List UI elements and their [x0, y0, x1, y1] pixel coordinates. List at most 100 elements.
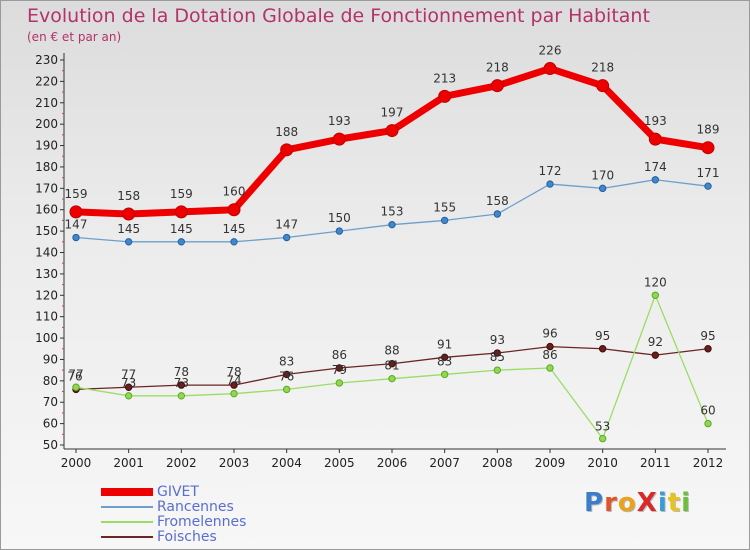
- data-point-foisches: [124, 383, 133, 391]
- y-tick-label: 90: [43, 352, 58, 366]
- x-tick-label: 2007: [429, 456, 460, 470]
- data-point-givet: [596, 79, 610, 93]
- data-point-foisches: [598, 345, 607, 353]
- y-tick-label: 160: [35, 203, 58, 217]
- data-point-givet: [69, 205, 83, 219]
- series-layer: [69, 62, 715, 443]
- data-label-rancennes: 155: [433, 200, 456, 214]
- data-point-givet: [648, 132, 662, 146]
- x-tick-label: 2004: [271, 456, 302, 470]
- data-point-rancennes: [230, 238, 238, 246]
- data-point-foisches: [651, 351, 660, 359]
- data-point-givet: [174, 205, 188, 219]
- data-point-foisches: [282, 370, 291, 379]
- x-tick-label: 2010: [587, 456, 618, 470]
- data-label-foisches: 76: [67, 369, 82, 383]
- data-point-foisches: [440, 353, 449, 362]
- data-label-rancennes: 150: [328, 211, 351, 225]
- data-point-givet: [490, 79, 504, 93]
- data-point-givet: [385, 124, 399, 138]
- y-tick-label: 50: [43, 438, 58, 452]
- x-tick-label: 2005: [324, 456, 355, 470]
- axes: 50 60 70 80 90 100 110 120 130 140 150 160 170 180 190…: [35, 53, 726, 470]
- logo-letter: o: [617, 488, 637, 518]
- data-point-fromelennes: [124, 392, 133, 400]
- data-label-givet: 226: [539, 44, 562, 58]
- data-label-givet: 188: [275, 125, 298, 139]
- logo-letter: t: [667, 488, 682, 518]
- legend-swatch: [101, 536, 153, 538]
- data-point-fromelennes: [72, 383, 80, 391]
- data-point-foisches: [388, 360, 396, 368]
- data-label-rancennes: 145: [170, 222, 193, 236]
- data-point-givet: [332, 132, 346, 146]
- data-point-fromelennes: [230, 389, 238, 398]
- data-point-foisches: [177, 381, 186, 389]
- data-point-rancennes: [546, 180, 554, 188]
- data-point-fromelennes: [388, 374, 396, 383]
- data-label-fromelennes: 74: [226, 374, 241, 388]
- data-point-foisches: [493, 349, 502, 357]
- y-tick-label: 230: [35, 53, 58, 67]
- data-label-fromelennes: 120: [644, 275, 667, 289]
- data-label-fromelennes: 73: [174, 376, 189, 390]
- legend-swatch: [101, 488, 153, 496]
- chart-subtitle: (en € et par an): [27, 30, 122, 44]
- y-tick-label: 100: [35, 331, 58, 345]
- data-point-rancennes: [335, 227, 344, 235]
- data-point-rancennes: [388, 220, 396, 229]
- data-label-fromelennes: 77: [68, 367, 83, 381]
- y-tick-label: 70: [43, 395, 58, 409]
- proxiti-logo: ProXiti: [584, 488, 691, 518]
- data-point-fromelennes: [493, 366, 502, 374]
- data-label-givet: 160: [223, 185, 246, 199]
- x-tick-label: 2002: [166, 456, 197, 470]
- data-label-givet: 159: [170, 187, 193, 201]
- chart-title: Evolution de la Dotation Globale de Fonc…: [27, 5, 650, 27]
- data-point-fromelennes: [704, 419, 712, 428]
- y-tick-label: 210: [35, 96, 58, 110]
- logo-letter: i: [657, 488, 668, 518]
- data-point-givet: [701, 141, 715, 155]
- data-point-givet: [438, 89, 452, 103]
- data-label-rancennes: 145: [223, 222, 246, 236]
- data-label-fromelennes: 85: [490, 350, 505, 364]
- data-point-fromelennes: [335, 379, 344, 387]
- data-point-rancennes: [493, 210, 502, 218]
- data-point-givet: [543, 62, 557, 76]
- y-tick-label: 150: [35, 224, 58, 238]
- data-point-fromelennes: [282, 385, 291, 394]
- data-label-rancennes: 158: [486, 194, 509, 208]
- y-tick-label: 60: [43, 417, 58, 431]
- data-point-givet: [280, 143, 294, 157]
- legend-label: Fromelennes: [157, 514, 247, 530]
- data-label-rancennes: 170: [591, 168, 614, 182]
- data-label-fromelennes: 86: [542, 348, 557, 362]
- data-label-foisches: 95: [595, 329, 610, 343]
- y-tick-label: 80: [43, 374, 58, 388]
- data-point-fromelennes: [651, 291, 660, 299]
- data-point-fromelennes: [598, 434, 607, 443]
- data-label-fromelennes: 79: [332, 363, 347, 377]
- data-label-givet: 197: [381, 106, 404, 120]
- data-label-givet: 189: [697, 123, 720, 137]
- data-label-foisches: 78: [174, 365, 189, 379]
- data-label-givet: 158: [117, 189, 140, 203]
- x-tick-label: 2011: [640, 456, 671, 470]
- data-label-fromelennes: 76: [279, 369, 294, 383]
- data-label-givet: 213: [433, 71, 456, 85]
- data-point-rancennes: [440, 216, 449, 225]
- data-point-rancennes: [177, 238, 186, 246]
- legend-label: Rancennes: [157, 499, 234, 515]
- data-label-fromelennes: 81: [384, 359, 399, 373]
- data-label-rancennes: 171: [697, 166, 720, 180]
- legend-swatch: [101, 521, 153, 523]
- data-label-rancennes: 172: [539, 164, 562, 178]
- data-point-fromelennes: [440, 370, 449, 379]
- y-tick-label: 190: [35, 139, 58, 153]
- data-label-foisches: 92: [648, 335, 663, 349]
- data-point-rancennes: [72, 233, 80, 242]
- data-label-fromelennes: 73: [121, 376, 136, 390]
